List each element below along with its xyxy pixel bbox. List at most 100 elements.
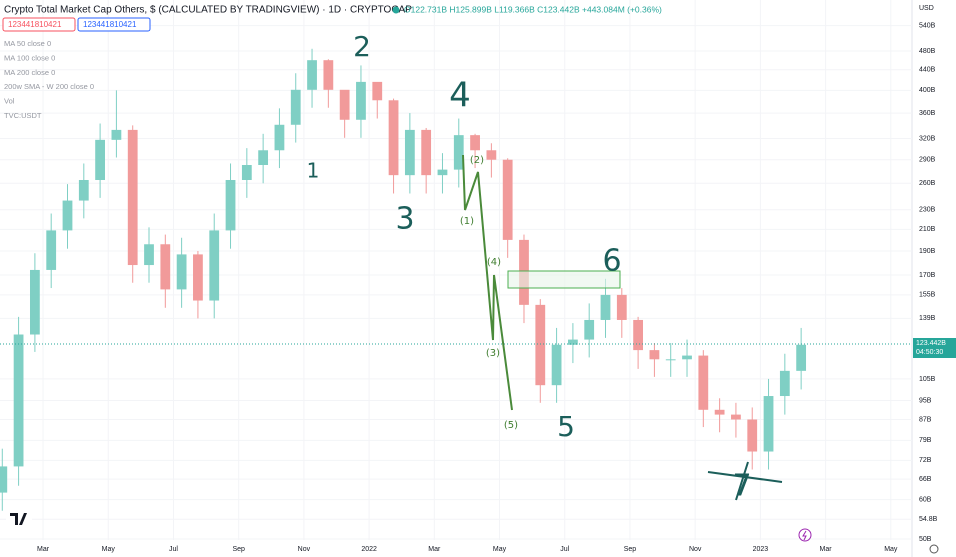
candle-body: [144, 244, 154, 266]
settings-icon[interactable]: [929, 544, 939, 554]
indicator-label: 200w SMA - W 200 close 0: [4, 82, 94, 91]
candle-body: [404, 129, 415, 176]
candle-body: [193, 254, 203, 301]
candle-body: [339, 89, 350, 120]
candle-body: [616, 294, 627, 320]
candle-body: [763, 396, 774, 452]
x-tick-label: Mar: [820, 546, 833, 553]
y-tick-label: 139B: [919, 315, 936, 322]
y-tick-label: 170B: [919, 272, 936, 279]
y-tick-label: 290B: [919, 157, 936, 164]
candle-body: [29, 269, 40, 335]
indicator-label: MA 100 close 0: [4, 53, 55, 62]
y-tick-label: 79B: [919, 437, 932, 444]
input-box[interactable]: [2, 17, 76, 32]
annotation: 4: [449, 76, 471, 116]
candle-body: [421, 129, 432, 176]
candle-body: [258, 150, 269, 166]
price-label: 123.442B: [916, 340, 946, 347]
candle-body: [551, 344, 562, 386]
candle-body: [274, 124, 285, 151]
x-tick-label: Mar: [428, 546, 441, 553]
y-tick-label: 155B: [919, 292, 936, 299]
y-tick-label: 210B: [919, 226, 936, 233]
annotation: 2: [353, 30, 371, 63]
annotation: 3: [395, 202, 414, 237]
indicator-label: MA 200 close 0: [4, 68, 55, 77]
y-tick-label: 230B: [919, 207, 936, 214]
annotation: 6: [602, 244, 621, 279]
candle-body: [95, 139, 105, 180]
candle-body: [160, 244, 171, 290]
candle-body: [682, 355, 692, 360]
annotation: 1: [307, 159, 320, 183]
input-text: 123441810421: [83, 20, 137, 29]
wave-line: [462, 154, 513, 411]
x-tick-label: Jul: [169, 546, 178, 553]
input-text: 123441810421: [8, 20, 62, 29]
x-tick-label: Sep: [232, 546, 245, 553]
candle-body: [714, 409, 725, 415]
candle-body: [290, 89, 301, 125]
x-tick-label: Jul: [560, 546, 569, 553]
candle-body: [535, 304, 546, 386]
x-tick-label: May: [884, 546, 898, 553]
x-tick-label: Mar: [37, 546, 50, 553]
x-tick-label: Nov: [298, 546, 311, 553]
x-tick-label: 2022: [361, 546, 377, 553]
y-tick-label: 360B: [919, 110, 936, 117]
candle-body: [731, 414, 741, 420]
candle-body: [633, 319, 643, 351]
candle-body: [127, 129, 138, 266]
candle-body: [46, 230, 57, 270]
zone-box: [507, 270, 621, 289]
price-tag: [913, 338, 956, 358]
y-tick-label: 400B: [919, 87, 936, 94]
status-dot: [392, 6, 400, 14]
x-tick-label: 2023: [753, 546, 769, 553]
candle-body: [600, 294, 611, 320]
candle-body: [356, 81, 366, 120]
candle-body: [307, 60, 317, 90]
candle-body: [323, 60, 334, 90]
event-icon[interactable]: [798, 528, 812, 542]
candle-body: [747, 419, 758, 452]
candle-body: [796, 344, 807, 371]
y-tick-label: 190B: [919, 248, 936, 255]
y-tick-label: 87B: [919, 416, 932, 423]
y-tick-label: 54.8B: [919, 516, 938, 523]
candle-body: [779, 370, 790, 397]
annotation: (4): [487, 257, 501, 268]
candle-body: [388, 100, 399, 176]
x-tick-label: May: [493, 546, 507, 553]
candle-body: [62, 200, 73, 231]
input-box[interactable]: [77, 17, 151, 32]
candle-body: [470, 135, 480, 151]
y-tick-label: 320B: [919, 135, 936, 142]
candle-body: [111, 129, 122, 140]
y-axis-label: USD: [919, 5, 934, 12]
annotation: 7: [732, 469, 751, 504]
y-tick-label: 260B: [919, 180, 936, 187]
candle-body: [502, 159, 513, 240]
candle-body: [649, 350, 660, 360]
candle-body: [665, 359, 676, 361]
candle-body: [486, 150, 497, 160]
annotation: (2): [470, 155, 484, 166]
y-tick-label: 440B: [919, 67, 936, 74]
x-tick-label: Sep: [624, 546, 637, 553]
indicator-label: MA 50 close 0: [4, 39, 51, 48]
event-icon-bolt: [802, 530, 807, 541]
chart-title: Crypto Total Market Cap Others, $ (CALCU…: [4, 5, 412, 16]
candle-body: [241, 165, 252, 180]
candle-body: [698, 355, 709, 410]
indicator-label: TVC:USDT: [4, 111, 42, 120]
y-tick-label: 105B: [919, 376, 936, 383]
annotation: 5: [557, 410, 575, 443]
indicator-label: Vol: [4, 97, 15, 106]
ohlc-text: O122.731B H125.899B L119.366B C123.442B …: [404, 4, 662, 14]
annotation: (5): [504, 420, 518, 431]
candle-body: [176, 254, 187, 290]
y-tick-label: 95B: [919, 397, 932, 404]
